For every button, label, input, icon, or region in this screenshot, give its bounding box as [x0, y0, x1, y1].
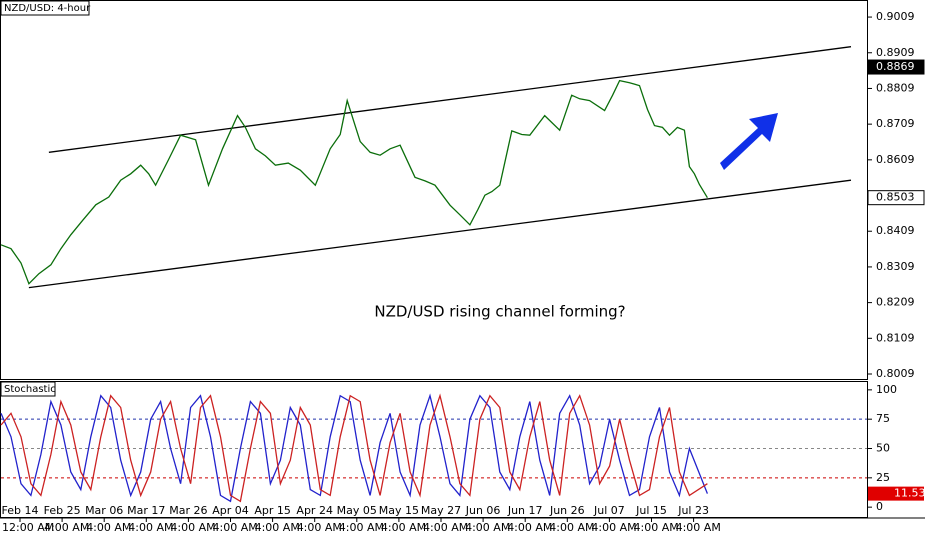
- y-tick-label: 0.8109: [876, 331, 915, 344]
- arrow: [720, 113, 778, 170]
- trend-line: [48, 46, 852, 153]
- time-label: 4:00 AM: [44, 521, 89, 534]
- date-label: Feb 25: [44, 504, 81, 517]
- date-label: Apr 24: [296, 504, 333, 517]
- chart-title: NZD/USD: 4-hour: [4, 3, 91, 14]
- y-tick-label: 0.8409: [876, 224, 915, 237]
- time-label: 4:00 AM: [339, 521, 384, 534]
- date-label: Apr 04: [212, 504, 249, 517]
- time-label: 4:00 AM: [465, 521, 510, 534]
- date-label: Mar 26: [169, 504, 207, 517]
- title-box: [0, 381, 56, 397]
- time-label: 4:00 AM: [128, 521, 173, 534]
- value-label: 11.53: [894, 487, 925, 500]
- title-box: [0, 0, 90, 16]
- time-label: 4:00 AM: [86, 521, 131, 534]
- price-label: 0.8869: [876, 60, 915, 73]
- date-label: Apr 15: [254, 504, 291, 517]
- date-label: Jun 06: [465, 504, 501, 517]
- time-label: 4:00 AM: [591, 521, 636, 534]
- price-label: 0.8503: [876, 191, 915, 204]
- date-label: May 27: [421, 504, 461, 517]
- price-line: [0, 79, 708, 285]
- y-tick-label: 50: [876, 442, 890, 455]
- plot: 0.90090.89090.88090.87090.86090.85090.84…: [0, 10, 925, 534]
- y-tick-label: 25: [876, 471, 890, 484]
- date-label: Jun 17: [507, 504, 543, 517]
- y-tick-label: 0.8609: [876, 153, 915, 166]
- date-label: Mar 17: [127, 504, 165, 517]
- time-label: 4:00 AM: [213, 521, 258, 534]
- date-label: Feb 14: [2, 504, 39, 517]
- y-tick-label: 0.8009: [876, 367, 915, 380]
- value-marker: [868, 486, 924, 501]
- time-label: 12:00 AM: [2, 521, 54, 534]
- trend-line: [28, 179, 852, 289]
- y-tick-label: 75: [876, 412, 890, 425]
- date-label: Jul 07: [593, 504, 625, 517]
- indicator-title: Stochastic: [4, 384, 56, 395]
- date-label: Jul 23: [677, 504, 709, 517]
- stochastic-line: [0, 393, 708, 503]
- y-tick-label: 0.8909: [876, 46, 915, 59]
- date-label: May 15: [379, 504, 419, 517]
- price-marker: [867, 190, 925, 206]
- time-label: 4:00 AM: [423, 521, 468, 534]
- y-tick-label: 0: [876, 500, 883, 513]
- y-tick-label: 0.8709: [876, 117, 915, 130]
- time-label: 4:00 AM: [634, 521, 679, 534]
- date-label: Jun 26: [549, 504, 585, 517]
- y-tick-label: 0.8209: [876, 296, 915, 309]
- price-marker: [867, 59, 925, 75]
- date-label: Jul 15: [635, 504, 667, 517]
- y-tick-label: 0.8809: [876, 81, 915, 94]
- annotation: NZD/USD rising channel forming?: [374, 303, 625, 321]
- date-label: Mar 06: [85, 504, 123, 517]
- time-label: 4:00 AM: [507, 521, 552, 534]
- date-label: May 05: [337, 504, 377, 517]
- y-tick-label: 100: [876, 383, 897, 396]
- time-label: 4:00 AM: [297, 521, 342, 534]
- stochastic-line: [0, 393, 709, 503]
- time-label: 4:00 AM: [549, 521, 594, 534]
- time-label: 4:00 AM: [381, 521, 426, 534]
- time-label: 4:00 AM: [170, 521, 215, 534]
- y-tick-label: 0.9009: [876, 10, 915, 23]
- price-panel: [0, 0, 868, 380]
- y-tick-label: 0.8309: [876, 260, 915, 273]
- time-label: 4:00 AM: [255, 521, 300, 534]
- time-label: 4:00 AM: [676, 521, 721, 534]
